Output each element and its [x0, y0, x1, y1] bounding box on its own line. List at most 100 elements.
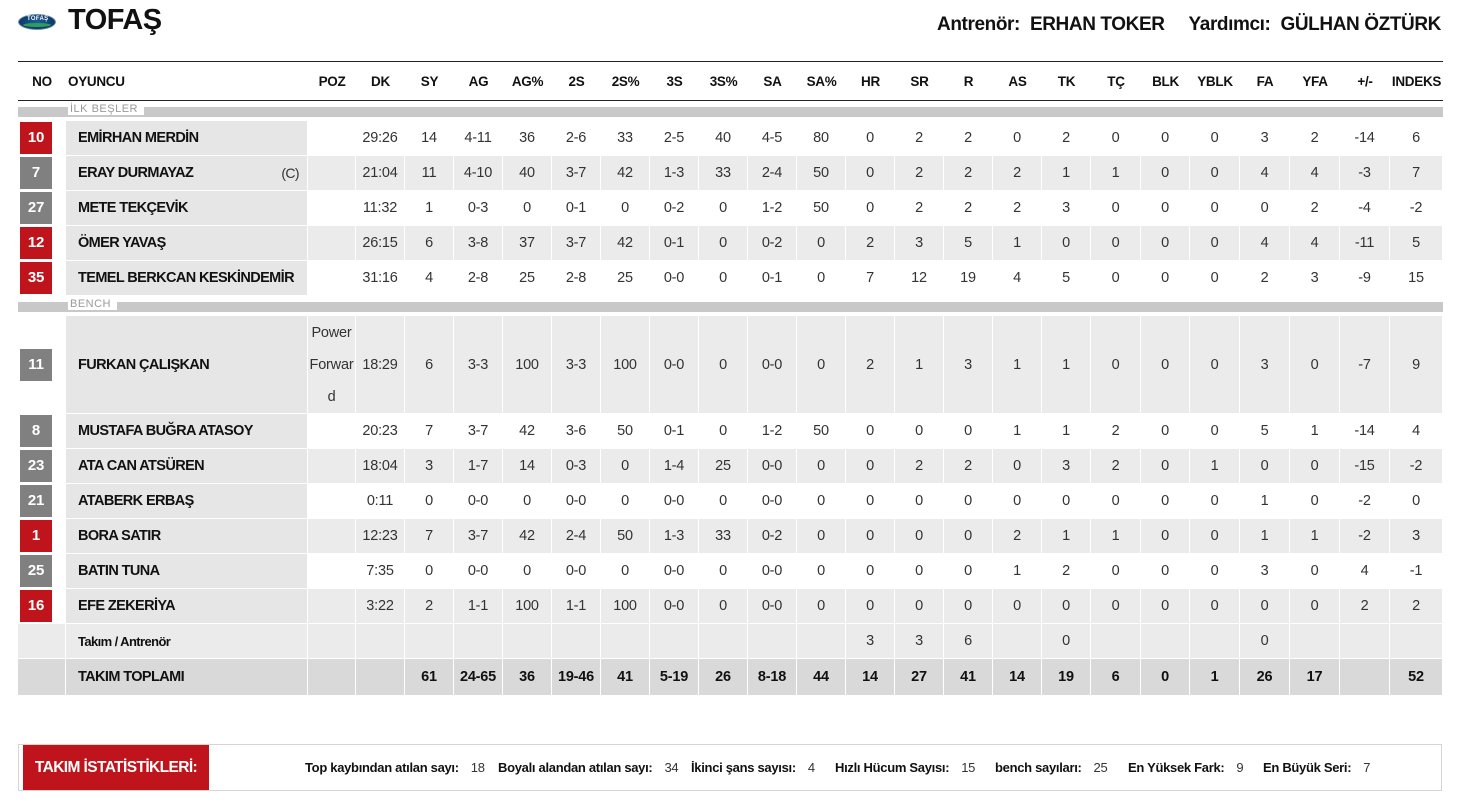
player-name-cell[interactable]: BATIN TUNA [66, 554, 308, 589]
team-stat-label: Hızlı Hücum Sayısı: [835, 760, 950, 775]
player-row[interactable]: 12 ÖMER YAVAŞ 26:15 6 3-8 37 3-7 42 0-1 0 0-2 0 2 3 5 1… [18, 226, 1443, 261]
column-header[interactable]: SY [405, 61, 454, 101]
player-name[interactable]: ÖMER YAVAŞ [78, 235, 166, 251]
player-name[interactable]: ATABERK ERBAŞ [78, 493, 194, 509]
player-name-cell[interactable]: ÖMER YAVAŞ [66, 226, 308, 261]
position-cell: Power Forward [308, 316, 356, 414]
team-stat-item: Boyalı alandan atılan sayı: 34 [498, 745, 679, 790]
table-body: İLK BEŞLER 10 EMİRHAN MERDİN 29:26 14 4-11 36 2… [18, 101, 1443, 696]
player-name[interactable]: EMİRHAN MERDİN [78, 130, 199, 146]
coach-info: Antrenör: ERHAN TOKER Yardımcı: GÜLHAN ÖZTÜ… [937, 14, 1441, 36]
stat-cell: 0 [601, 191, 650, 226]
column-header[interactable]: R [944, 61, 993, 101]
stat-cell: -2 [1390, 449, 1443, 484]
player-row[interactable]: 27 METE TEKÇEVİK 11:32 1 0-3 0 0-1 0 0-2 0 1-2 50 0 2… [18, 191, 1443, 226]
stat-cell: 0 [797, 484, 846, 519]
team-stat-item: En Büyük Seri: 7 [1263, 745, 1371, 790]
jersey-number: 27 [20, 192, 52, 224]
player-row[interactable]: 25 BATIN TUNA 7:35 0 0-0 0 0-0 0 0-0 0 0-0 0 0 0 0 1 2 0 0… [18, 554, 1443, 589]
column-header[interactable]: BLK [1141, 61, 1190, 101]
column-header[interactable]: 3S [650, 61, 699, 101]
player-row[interactable]: 35 TEMEL BERKCAN KESKİNDEMİR 31:16 4 2-8 25 2-… [18, 261, 1443, 296]
total-stat-cell: 19 [1042, 659, 1091, 696]
player-row[interactable]: 11 FURKAN ÇALIŞKAN Power Forward 18:29 6 3-3 1… [18, 316, 1443, 414]
column-header[interactable]: SR [895, 61, 944, 101]
player-name[interactable]: MUSTAFA BUĞRA ATASOY [78, 423, 253, 439]
stat-cell [1190, 624, 1240, 659]
player-name-cell[interactable]: ATABERK ERBAŞ [66, 484, 308, 519]
stat-cell: 1 [1240, 519, 1290, 554]
stat-cell: 0 [1141, 121, 1190, 156]
player-name[interactable]: ERAY DURMAYAZ [78, 165, 194, 181]
column-header[interactable]: 3S% [699, 61, 748, 101]
player-row[interactable]: 8 MUSTAFA BUĞRA ATASOY 20:23 7 3-7 42 3-6 50 0-1… [18, 414, 1443, 449]
player-row[interactable]: 7 ERAY DURMAYAZ (C) 21:04 11 4-10 40 3-7 42 1-3 33… [18, 156, 1443, 191]
stat-cell: 100 [601, 589, 650, 624]
player-name[interactable]: BATIN TUNA [78, 563, 160, 579]
player-row[interactable]: 16 EFE ZEKERİYA 3:22 2 1-1 100 1-1 100 0-0 0 0-0 0 0… [18, 589, 1443, 624]
column-header[interactable]: OYUNCU [66, 61, 308, 101]
player-row[interactable]: 23 ATA CAN ATSÜREN 18:04 3 1-7 14 0-3 0 1-4 25 0-0… [18, 449, 1443, 484]
column-header[interactable]: AG [454, 61, 503, 101]
stat-cell: -4 [1340, 191, 1390, 226]
column-header[interactable]: NO [18, 61, 66, 101]
stat-cell: 9 [1390, 316, 1443, 414]
player-name-cell[interactable]: ERAY DURMAYAZ (C) [66, 156, 308, 191]
column-header[interactable]: FA [1240, 61, 1290, 101]
section-label: İLK BEŞLER [68, 103, 144, 115]
player-row[interactable]: 1 BORA SATIR 12:23 7 3-7 42 2-4 50 1-3 33 0-2 0 0 0 0 2… [18, 519, 1443, 554]
column-header[interactable]: YFA [1290, 61, 1340, 101]
stat-cell: 20:23 [356, 414, 405, 449]
player-name-cell[interactable]: EMİRHAN MERDİN [66, 121, 308, 156]
stat-cell: 0 [846, 519, 895, 554]
player-row[interactable]: 10 EMİRHAN MERDİN 29:26 14 4-11 36 2-6 33 2-5 40 4… [18, 121, 1443, 156]
player-name-cell[interactable]: EFE ZEKERİYA [66, 589, 308, 624]
column-header[interactable]: TK [1042, 61, 1091, 101]
stat-cell: 3-7 [552, 226, 601, 261]
column-header[interactable]: SA% [797, 61, 846, 101]
column-header[interactable]: TÇ [1091, 61, 1141, 101]
player-name-cell[interactable]: METE TEKÇEVİK [66, 191, 308, 226]
column-header[interactable]: AS [993, 61, 1042, 101]
column-header[interactable]: 2S% [601, 61, 650, 101]
column-header[interactable]: +/- [1340, 61, 1390, 101]
player-name-cell[interactable]: BORA SATIR [66, 519, 308, 554]
player-name[interactable]: EFE ZEKERİYA [78, 598, 176, 614]
position-cell [308, 414, 356, 449]
stat-cell: 0 [1141, 191, 1190, 226]
column-header[interactable]: DK [356, 61, 405, 101]
player-name[interactable]: TEMEL BERKCAN KESKİNDEMİR [78, 270, 295, 286]
player-row[interactable]: 21 ATABERK ERBAŞ 0:11 0 0-0 0 0-0 0 0-0 0 0-0 0 0 0 0 0… [18, 484, 1443, 519]
stat-cell: 1 [1042, 156, 1091, 191]
stat-cell: 0 [1290, 316, 1340, 414]
player-name-cell[interactable]: MUSTAFA BUĞRA ATASOY [66, 414, 308, 449]
column-header[interactable]: INDEKS [1390, 61, 1443, 101]
player-name-cell[interactable]: FURKAN ÇALIŞKAN [66, 316, 308, 414]
team-stat-value: 15 [961, 760, 976, 775]
stat-cell: 0 [797, 449, 846, 484]
player-name-cell[interactable]: ATA CAN ATSÜREN [66, 449, 308, 484]
total-stat-cell: 44 [797, 659, 846, 696]
stat-cell: 0 [1042, 589, 1091, 624]
team-stat-item: Top kaybından atılan sayı: 18 [305, 745, 485, 790]
column-header[interactable]: HR [846, 61, 895, 101]
player-name[interactable]: FURKAN ÇALIŞKAN [78, 356, 210, 373]
player-name[interactable]: METE TEKÇEVİK [78, 200, 188, 216]
stat-cell: 50 [601, 414, 650, 449]
player-name[interactable]: BORA SATIR [78, 528, 161, 544]
total-stat-cell: 41 [601, 659, 650, 696]
column-header[interactable]: SA [748, 61, 797, 101]
column-header[interactable]: YBLK [1190, 61, 1240, 101]
player-name[interactable]: ATA CAN ATSÜREN [78, 458, 205, 474]
stat-cell: 100 [503, 589, 552, 624]
player-name-cell[interactable]: TEMEL BERKCAN KESKİNDEMİR [66, 261, 308, 296]
column-header[interactable]: 2S [552, 61, 601, 101]
stat-cell: 0 [699, 316, 748, 414]
column-header[interactable]: AG% [503, 61, 552, 101]
column-header[interactable]: POZ [308, 61, 356, 101]
stat-cell [503, 624, 552, 659]
team-coach-label: Takım / Antrenör [66, 624, 308, 659]
team-stat-value: 9 [1236, 760, 1244, 775]
stat-cell: 0 [503, 554, 552, 589]
stat-cell [650, 624, 699, 659]
